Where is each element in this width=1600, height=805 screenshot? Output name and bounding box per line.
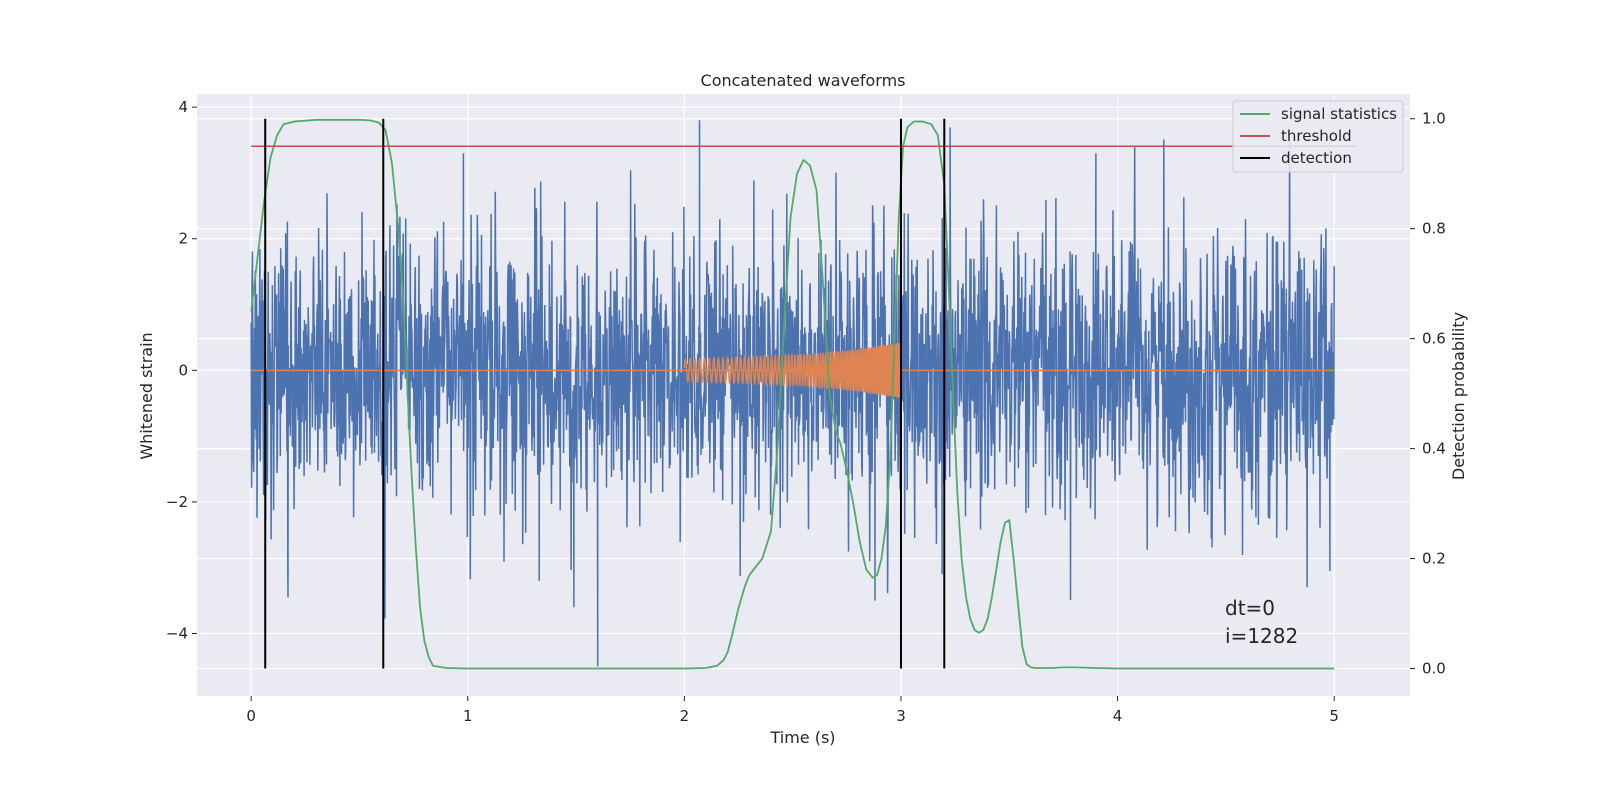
y-left-tick-label: −2 <box>166 493 188 511</box>
axis-ticks: 0 1 2 3 4 5 4 2 0 −2 −4 1.0 0.8 0.6 0.4 0.2 0.0 <box>166 98 1446 725</box>
y-left-tick-label: 2 <box>178 230 188 248</box>
legend-label-threshold: threshold <box>1281 127 1352 145</box>
legend-label-detection: detection <box>1281 149 1352 167</box>
x-tick-label: 5 <box>1329 707 1339 725</box>
series-waveform-chirp <box>683 342 902 398</box>
y-left-tick-label: 0 <box>178 361 188 379</box>
y-right-tick-label: 0.6 <box>1422 330 1446 348</box>
series-whitened-strain-noise <box>250 120 1335 667</box>
chart-title: Concatenated waveforms <box>701 71 906 90</box>
y-right-tick-label: 0.8 <box>1422 220 1446 238</box>
annotation-dt: dt=0 <box>1225 596 1275 620</box>
y-left-tick-label: −4 <box>166 624 188 642</box>
series-layer <box>250 118 1356 670</box>
x-axis-label: Time (s) <box>769 728 835 747</box>
legend-label-signal-statistics: signal statistics <box>1281 105 1397 123</box>
y-left-tick-label: 4 <box>178 98 188 116</box>
legend: signal statistics threshold detection <box>1232 100 1404 173</box>
y-right-tick-label: 1.0 <box>1422 110 1446 128</box>
y-right-tick-label: 0.2 <box>1422 550 1446 568</box>
x-tick-label: 2 <box>680 707 690 725</box>
y-right-tick-label: 0.0 <box>1422 660 1446 678</box>
y-axis-right-label: Detection probability <box>1449 312 1468 480</box>
x-tick-label: 3 <box>896 707 906 725</box>
x-tick-label: 4 <box>1113 707 1123 725</box>
x-tick-label: 0 <box>246 707 256 725</box>
x-tick-label: 1 <box>463 707 473 725</box>
y-right-tick-label: 0.4 <box>1422 440 1446 458</box>
series-signal-statistics <box>250 118 1335 670</box>
annotation-i: i=1282 <box>1225 624 1298 648</box>
legend-box <box>1232 100 1404 173</box>
y-axis-left-label: Whitened strain <box>137 332 156 459</box>
